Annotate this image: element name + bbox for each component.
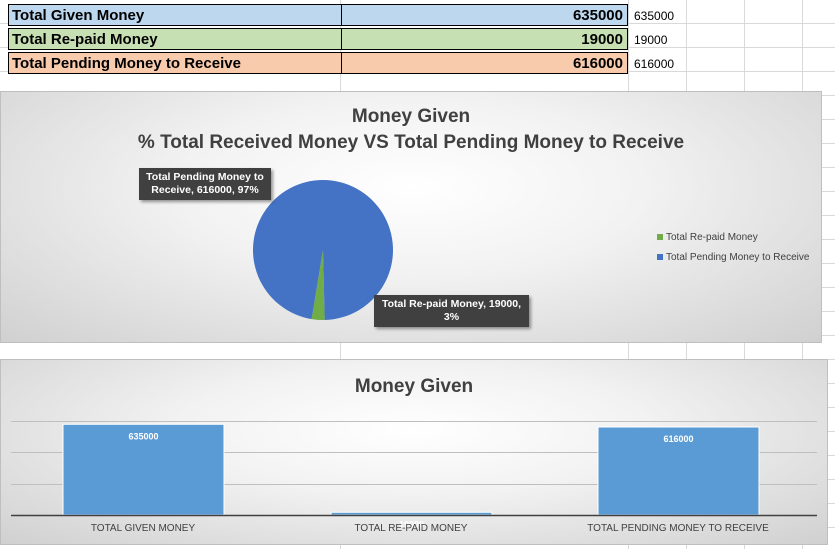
cell-label[interactable]: Total Pending Money to Receive [8, 52, 342, 74]
cell-plain-value[interactable]: 616000 [634, 57, 675, 71]
bar-value-label: 635000 [128, 431, 158, 441]
bar-chart-canvas: 635000 19000 616000 [11, 421, 817, 529]
pie-legend: Total Re-paid Money Total Pending Money … [657, 228, 809, 268]
cell-label[interactable]: Total Given Money [8, 4, 342, 26]
cell-value[interactable]: 616000 [341, 52, 628, 74]
bar-category-label: TOTAL GIVEN MONEY [90, 523, 196, 534]
pie-chart-title-line2: % Total Received Money VS Total Pending … [137, 132, 685, 153]
bar[interactable] [597, 426, 760, 516]
summary-row-repaid: Total Re-paid Money 19000 19000 [8, 28, 667, 51]
summary-row-pending: Total Pending Money to Receive 616000 61… [8, 52, 674, 75]
pie-slice[interactable] [225, 152, 420, 342]
bar[interactable] [330, 511, 493, 516]
bar-chart-panel[interactable]: Money Given 635000 19000 616000 TOTAL GIVE… [0, 359, 828, 545]
bar-chart-title: Money Given [354, 376, 474, 397]
bar-category-label: TOTAL RE-PAID MONEY [354, 523, 468, 534]
cell-value[interactable]: 635000 [341, 4, 628, 26]
bar[interactable] [62, 423, 225, 516]
legend-item-pending: Total Pending Money to Receive [657, 248, 809, 268]
legend-label: Total Re-paid Money [666, 232, 758, 243]
legend-swatch [657, 254, 663, 261]
cell-value[interactable]: 19000 [341, 28, 628, 50]
legend-label: Total Pending Money to Receive [666, 252, 810, 263]
cell-plain-value[interactable]: 19000 [634, 33, 668, 47]
pie-data-label-pending: Total Pending Money to Receive, 616000, … [139, 168, 271, 200]
pie-slice[interactable] [286, 250, 357, 326]
cell-label[interactable]: Total Re-paid Money [8, 28, 342, 50]
pie-chart-canvas [225, 152, 420, 342]
bar-value-label: 616000 [663, 434, 693, 444]
cell-plain-value[interactable]: 635000 [634, 9, 675, 23]
bar-category-label: TOTAL PENDING MONEY TO RECEIVE [587, 523, 769, 534]
summary-row-given: Total Given Money 635000 635000 [8, 4, 674, 27]
bar-value-label: 19000 [399, 519, 424, 529]
pie-chart-title-line1: Money Given [351, 106, 471, 127]
legend-item-repaid: Total Re-paid Money [657, 228, 809, 248]
legend-swatch [657, 234, 663, 241]
pie-chart-panel[interactable]: Money Given % Total Received Money VS To… [0, 91, 822, 343]
pie-data-label-repaid: Total Re-paid Money, 19000, 3% [374, 295, 529, 327]
